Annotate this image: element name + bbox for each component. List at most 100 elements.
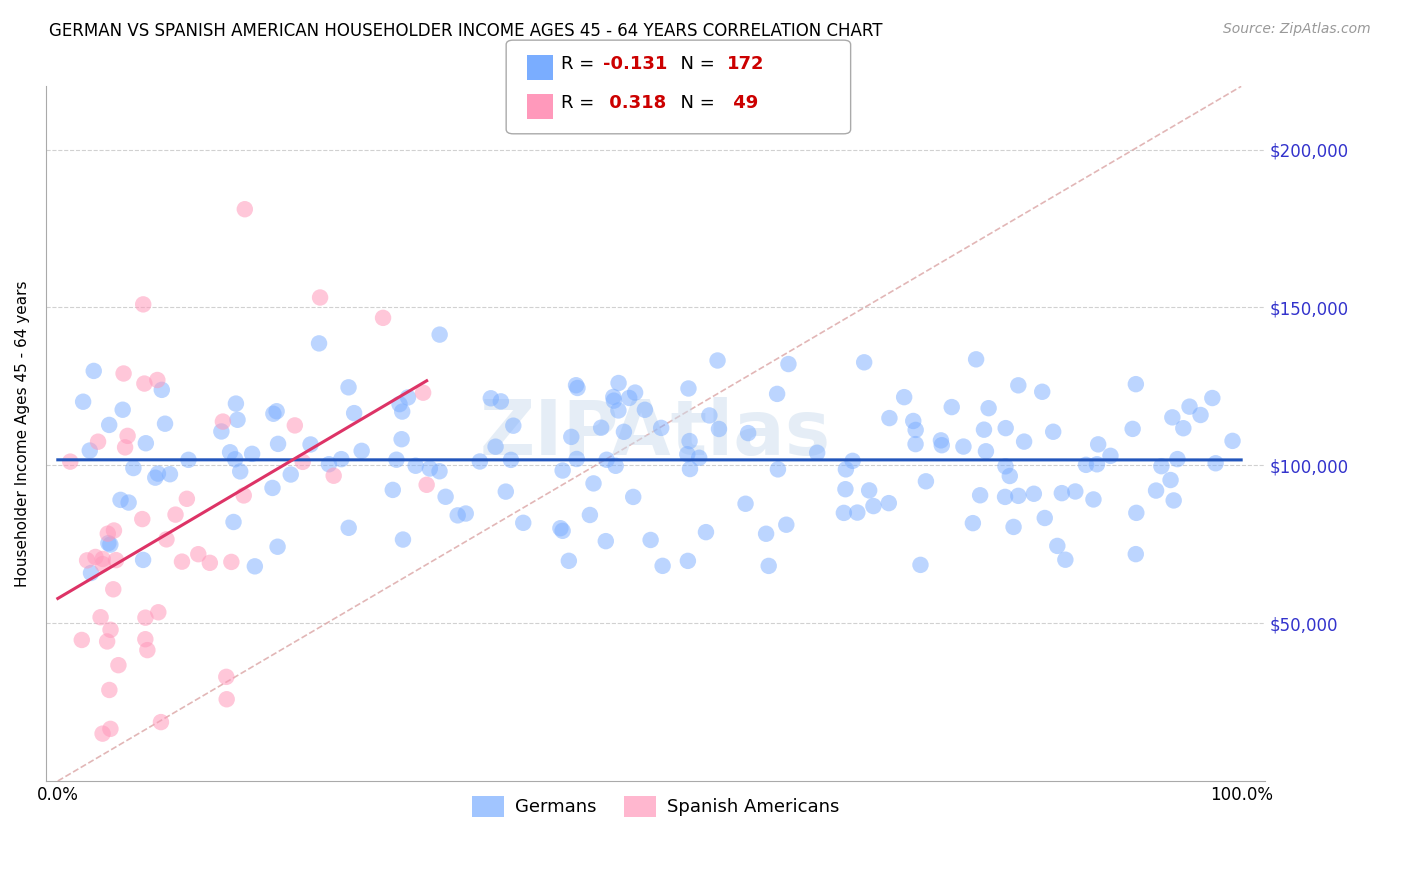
- Point: [1173, 421, 1195, 435]
- Point: [209, 425, 232, 439]
- Point: [454, 507, 477, 521]
- Point: [134, 632, 156, 647]
- Point: [678, 434, 700, 448]
- Point: [98, 538, 121, 552]
- Point: [447, 508, 470, 523]
- Point: [87, 434, 110, 449]
- Point: [262, 481, 284, 495]
- Point: [76, 553, 98, 567]
- Point: [429, 464, 451, 478]
- Point: [688, 450, 710, 465]
- Text: 172: 172: [727, 55, 765, 73]
- Point: [1007, 378, 1029, 392]
- Point: [59, 455, 82, 469]
- Point: [146, 467, 169, 481]
- Point: [266, 404, 288, 418]
- Point: [226, 413, 249, 427]
- Point: [551, 524, 574, 538]
- Point: [70, 632, 93, 647]
- Point: [489, 394, 512, 409]
- Point: [229, 465, 252, 479]
- Point: [155, 533, 177, 547]
- Point: [841, 454, 863, 468]
- Point: [221, 555, 243, 569]
- Point: [1125, 377, 1147, 392]
- Point: [83, 364, 105, 378]
- Point: [1178, 400, 1201, 414]
- Point: [835, 462, 858, 476]
- Point: [558, 554, 581, 568]
- Point: [651, 558, 673, 573]
- Point: [929, 434, 952, 448]
- Point: [1012, 434, 1035, 449]
- Point: [969, 488, 991, 502]
- Point: [903, 414, 925, 428]
- Point: [225, 396, 247, 410]
- Point: [1022, 487, 1045, 501]
- Point: [419, 461, 441, 475]
- Point: [676, 447, 699, 461]
- Point: [567, 381, 589, 395]
- Point: [634, 402, 657, 417]
- Point: [308, 336, 330, 351]
- Point: [100, 623, 122, 637]
- Point: [1074, 458, 1097, 472]
- Point: [904, 437, 927, 451]
- Point: [153, 417, 176, 431]
- Point: [165, 508, 187, 522]
- Point: [132, 553, 155, 567]
- Point: [502, 418, 524, 433]
- Point: [232, 488, 254, 502]
- Point: [135, 436, 157, 450]
- Point: [79, 443, 101, 458]
- Point: [429, 327, 451, 342]
- Point: [973, 423, 995, 437]
- Point: [1083, 492, 1105, 507]
- Point: [150, 383, 173, 397]
- Point: [112, 367, 135, 381]
- Point: [737, 426, 759, 441]
- Point: [678, 382, 700, 396]
- Point: [910, 558, 932, 572]
- Point: [337, 521, 360, 535]
- Point: [388, 397, 411, 411]
- Point: [904, 423, 927, 437]
- Point: [117, 495, 139, 509]
- Point: [1150, 459, 1173, 474]
- Point: [105, 553, 128, 567]
- Point: [1033, 511, 1056, 525]
- Point: [1189, 408, 1212, 422]
- Point: [1007, 489, 1029, 503]
- Point: [309, 291, 332, 305]
- Point: [224, 452, 246, 467]
- Point: [371, 310, 394, 325]
- Point: [699, 409, 721, 423]
- Point: [381, 483, 404, 497]
- Text: 0.318: 0.318: [603, 94, 666, 112]
- Point: [1054, 552, 1077, 566]
- Point: [565, 452, 588, 467]
- Point: [170, 555, 193, 569]
- Point: [91, 726, 114, 740]
- Point: [1002, 520, 1025, 534]
- Point: [766, 387, 789, 401]
- Point: [117, 429, 139, 443]
- Text: R =: R =: [561, 55, 600, 73]
- Text: -0.131: -0.131: [603, 55, 668, 73]
- Point: [177, 453, 200, 467]
- Point: [707, 422, 730, 436]
- Point: [90, 610, 112, 624]
- Point: [1166, 452, 1188, 467]
- Point: [595, 452, 617, 467]
- Point: [931, 438, 953, 452]
- Point: [579, 508, 602, 522]
- Point: [879, 411, 901, 425]
- Point: [994, 421, 1017, 435]
- Point: [766, 462, 789, 476]
- Point: [103, 582, 125, 597]
- Point: [858, 483, 880, 498]
- Point: [198, 556, 221, 570]
- Point: [565, 378, 588, 392]
- Point: [318, 457, 340, 471]
- Point: [212, 415, 235, 429]
